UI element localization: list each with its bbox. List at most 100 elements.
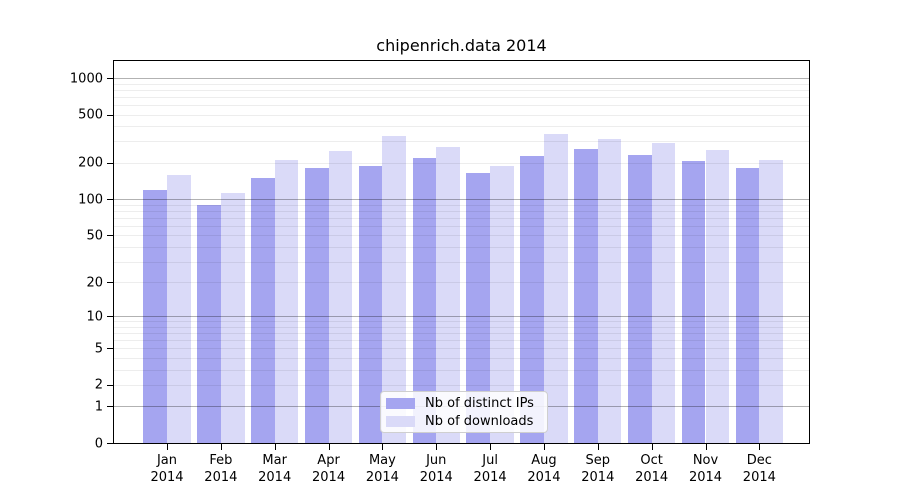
legend-swatch-distinct-ips bbox=[386, 397, 415, 409]
y-tick-mark bbox=[107, 348, 113, 350]
y-tick-mark bbox=[107, 384, 113, 386]
major-gridline bbox=[114, 78, 809, 79]
x-tick-mark bbox=[167, 444, 168, 450]
y-tick-mark bbox=[107, 199, 113, 201]
y-tick-mark bbox=[107, 443, 113, 444]
bar-downloads-jul bbox=[490, 165, 514, 443]
minor-gridline bbox=[114, 104, 809, 106]
x-tick-mark bbox=[759, 444, 761, 450]
minor-gridline bbox=[114, 321, 809, 323]
x-tick-mark bbox=[274, 444, 276, 450]
plot-area: Nb of distinct IPs Nb of downloads bbox=[113, 60, 810, 444]
bar-ips-feb bbox=[197, 205, 221, 443]
minor-gridline bbox=[114, 246, 809, 248]
x-tick-mark bbox=[597, 444, 599, 450]
x-tick-label-aug: Aug 2014 bbox=[527, 453, 561, 485]
major-gridline bbox=[114, 316, 809, 318]
bar-downloads-mar bbox=[274, 159, 299, 443]
y-tick-label: 200 bbox=[78, 155, 103, 171]
minor-gridline bbox=[114, 384, 809, 386]
y-tick-label: 0 bbox=[94, 436, 103, 451]
bar-downloads-dec bbox=[759, 159, 784, 443]
x-tick-label-may: May 2014 bbox=[365, 453, 399, 485]
x-tick-label-nov: Nov 2014 bbox=[688, 453, 723, 485]
minor-gridline bbox=[114, 96, 809, 98]
minor-gridline bbox=[114, 114, 809, 116]
y-tick-mark bbox=[107, 406, 113, 408]
minor-gridline bbox=[114, 235, 809, 237]
bar-downloads-sep bbox=[597, 139, 622, 443]
bar-ips-aug bbox=[520, 156, 544, 443]
legend-label-distinct-ips: Nb of distinct IPs bbox=[425, 395, 534, 411]
minor-gridline bbox=[114, 210, 809, 212]
bar-downloads-aug bbox=[543, 133, 568, 443]
bar-downloads-oct bbox=[651, 143, 676, 443]
y-tick-label: 100 bbox=[78, 192, 103, 208]
minor-gridline bbox=[114, 369, 809, 371]
minor-gridline bbox=[114, 217, 809, 219]
y-tick-mark bbox=[107, 282, 113, 284]
legend-item-downloads: Nb of downloads bbox=[386, 414, 547, 429]
minor-gridline bbox=[114, 89, 809, 91]
bar-ips-jul bbox=[466, 172, 491, 443]
bar-downloads-may bbox=[382, 136, 407, 443]
y-tick-mark bbox=[107, 114, 113, 116]
chart-title: chipenrich.data 2014 bbox=[376, 36, 547, 55]
y-tick-label: 20 bbox=[86, 275, 103, 291]
legend-label-downloads: Nb of downloads bbox=[425, 413, 534, 429]
legend-swatch-downloads bbox=[386, 415, 415, 427]
minor-gridline bbox=[114, 204, 809, 206]
x-tick-mark bbox=[436, 444, 438, 450]
x-tick-mark bbox=[220, 444, 222, 450]
bar-ips-sep bbox=[574, 149, 598, 443]
y-tick-mark bbox=[107, 162, 113, 164]
x-tick-label-feb: Feb 2014 bbox=[204, 453, 238, 485]
x-tick-label-mar: Mar 2014 bbox=[258, 453, 292, 485]
y-tick-mark bbox=[107, 78, 113, 79]
x-tick-label-jun: Jun 2014 bbox=[419, 453, 453, 485]
x-tick-mark bbox=[651, 444, 653, 450]
minor-gridline bbox=[114, 261, 809, 263]
minor-gridline bbox=[114, 141, 809, 143]
bar-ips-oct bbox=[627, 154, 652, 443]
minor-gridline bbox=[114, 333, 809, 335]
bar-downloads-apr bbox=[328, 151, 353, 443]
major-gridline bbox=[114, 199, 809, 201]
x-tick-label-sep: Sep 2014 bbox=[581, 453, 615, 485]
y-tick-label: 1000 bbox=[69, 71, 103, 86]
y-tick-label: 2 bbox=[94, 377, 103, 393]
y-tick-label: 500 bbox=[78, 107, 103, 123]
x-tick-mark bbox=[382, 444, 384, 450]
bar-downloads-nov bbox=[705, 149, 730, 443]
y-tick-label: 10 bbox=[86, 309, 103, 325]
bar-downloads-jun bbox=[436, 146, 460, 443]
y-tick-label: 5 bbox=[94, 341, 103, 357]
bar-ips-dec bbox=[735, 168, 760, 443]
minor-gridline bbox=[114, 326, 809, 328]
bar-downloads-jan bbox=[167, 174, 191, 443]
y-tick-label: 1 bbox=[94, 399, 103, 415]
x-tick-mark bbox=[328, 444, 330, 450]
x-tick-label-jan: Jan 2014 bbox=[150, 453, 184, 485]
legend: Nb of distinct IPs Nb of downloads bbox=[380, 391, 548, 433]
x-tick-mark bbox=[705, 444, 707, 450]
bar-downloads-feb bbox=[220, 193, 245, 443]
minor-gridline bbox=[114, 83, 809, 85]
bar-ips-jan bbox=[143, 189, 167, 443]
y-tick-mark bbox=[107, 235, 113, 237]
minor-gridline bbox=[114, 357, 809, 359]
x-tick-mark bbox=[490, 444, 492, 450]
y-tick-label: 50 bbox=[86, 228, 103, 244]
minor-gridline bbox=[114, 162, 809, 164]
x-tick-label-oct: Oct 2014 bbox=[635, 453, 669, 485]
x-tick-label-apr: Apr 2014 bbox=[312, 453, 346, 485]
x-tick-label-jul: Jul 2014 bbox=[473, 453, 507, 485]
x-tick-label-dec: Dec 2014 bbox=[742, 453, 776, 485]
legend-item-distinct-ips: Nb of distinct IPs bbox=[386, 396, 547, 411]
bar-ips-jun bbox=[412, 158, 437, 443]
minor-gridline bbox=[114, 225, 809, 227]
bar-ips-nov bbox=[681, 161, 706, 443]
y-tick-mark bbox=[107, 316, 113, 318]
bar-ips-may bbox=[358, 165, 383, 443]
